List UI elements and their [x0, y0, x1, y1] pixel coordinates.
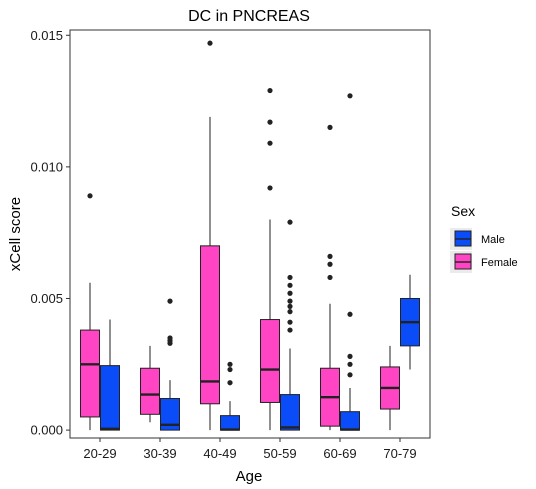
legend: Sex Male Female	[450, 203, 518, 273]
box-female-70-79	[380, 345, 400, 431]
outlier-point	[287, 327, 293, 333]
plot-panel	[69, 29, 431, 439]
box-female-50-59	[260, 87, 280, 431]
x-axis: 20-29 30-39 40-49 50-59 60-69 70-79	[83, 438, 417, 461]
x-tick-label: 60-69	[323, 446, 356, 461]
box-body	[220, 415, 240, 431]
outlier-point	[267, 185, 273, 191]
outlier-point	[327, 253, 333, 259]
x-tick-label: 30-39	[143, 446, 176, 461]
outlier-point	[267, 87, 273, 94]
box-male-70-79	[400, 274, 420, 370]
box-male-50-59	[280, 219, 300, 431]
outlier-point	[267, 140, 273, 146]
outlier-point	[347, 311, 353, 317]
y-tick-label: 0.005	[30, 291, 63, 306]
outlier-point	[327, 274, 333, 281]
y-tick-label: 0.000	[30, 423, 63, 438]
outlier-point	[287, 309, 293, 315]
outlier-point	[347, 361, 353, 367]
outlier-point	[207, 40, 213, 46]
chart-title: DC in PNCREAS	[188, 8, 310, 25]
outlier-point	[287, 274, 293, 281]
outlier-point	[227, 366, 233, 373]
y-axis: 0.000 0.005 0.010 0.015	[30, 28, 70, 438]
box-female-20-29	[80, 193, 100, 431]
box-female-40-49	[200, 40, 220, 431]
box-male-30-39	[160, 298, 180, 431]
box-body	[200, 245, 220, 405]
outlier-point	[287, 303, 293, 309]
outlier-point	[287, 319, 293, 325]
x-tick-label: 20-29	[83, 446, 116, 461]
legend-title: Sex	[451, 203, 475, 219]
outlier-point	[227, 380, 233, 386]
box-male-40-49	[220, 361, 240, 431]
box-body	[140, 367, 160, 415]
outlier-point	[287, 298, 293, 304]
y-axis-title: xCell score	[7, 197, 24, 271]
box-female-60-69	[320, 124, 340, 431]
outlier-point	[327, 261, 333, 267]
box-body	[280, 394, 300, 431]
box-series	[80, 40, 420, 431]
x-tick-label: 50-59	[263, 446, 296, 461]
x-tick-label: 70-79	[383, 446, 416, 461]
x-tick-label: 40-49	[203, 446, 236, 461]
outlier-point	[287, 219, 293, 225]
legend-label-female: Female	[481, 257, 518, 269]
box-body	[100, 365, 120, 431]
outlier-point	[287, 282, 293, 288]
outlier-point	[167, 335, 173, 341]
box-female-30-39	[140, 345, 160, 423]
legend-label-male: Male	[481, 234, 505, 246]
outlier-point	[327, 124, 333, 130]
box-body	[260, 319, 280, 403]
box-body	[160, 398, 180, 431]
outlier-point	[227, 361, 233, 367]
box-body	[340, 411, 360, 431]
box-male-20-29	[100, 319, 120, 431]
outlier-point	[167, 298, 173, 304]
box-male-60-69	[340, 93, 360, 431]
outlier-point	[347, 372, 353, 378]
y-tick-label: 0.010	[30, 159, 63, 174]
outlier-point	[87, 193, 93, 199]
y-tick-label: 0.015	[30, 28, 63, 43]
x-axis-title: Age	[236, 468, 263, 485]
outlier-point	[267, 119, 273, 125]
outlier-point	[347, 93, 353, 99]
outlier-point	[287, 290, 293, 296]
box-body	[80, 329, 100, 418]
outlier-point	[347, 353, 353, 359]
